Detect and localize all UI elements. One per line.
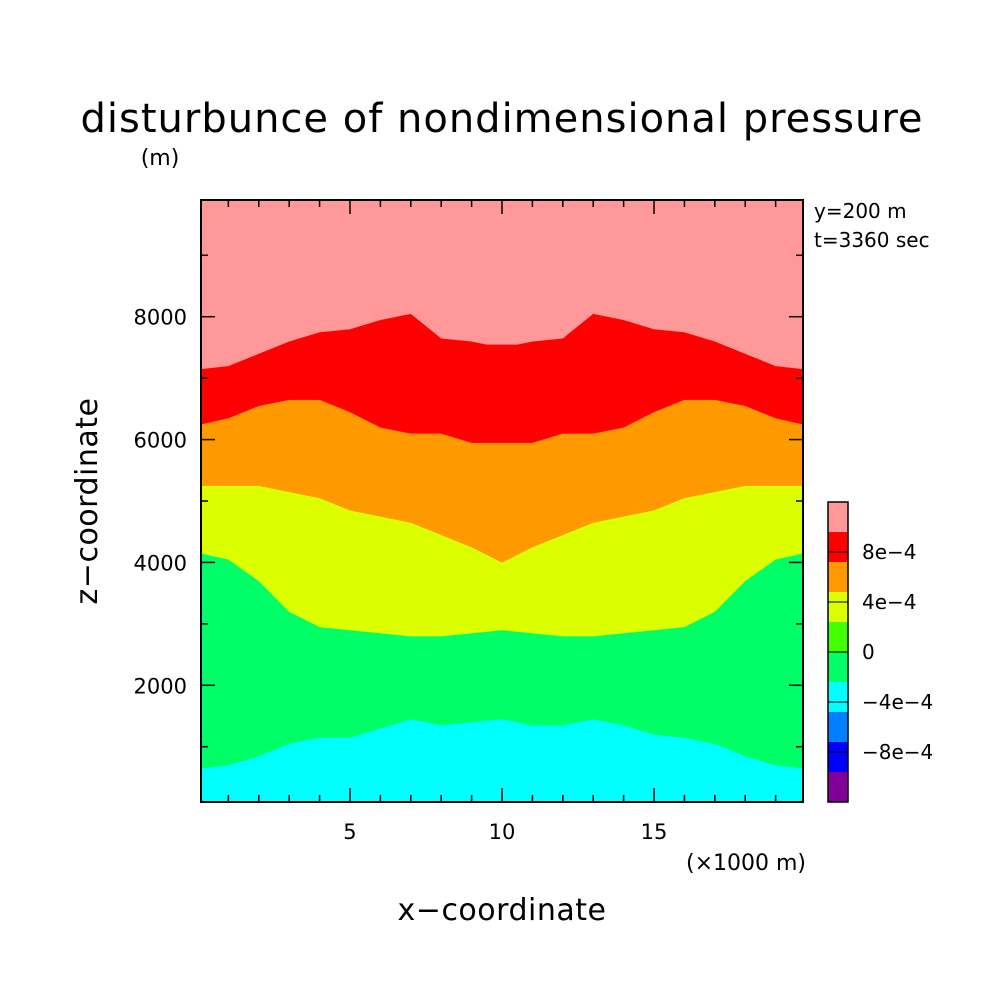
colorbar-cell-5 (828, 622, 848, 652)
colorbar-label-0: 8e−4 (862, 540, 917, 564)
annotation-time: t=3360 sec (814, 228, 930, 252)
colorbar-cell-0 (828, 772, 848, 802)
contour-fills (200, 199, 804, 802)
colorbar: 8e−4 4e−4 0 −4e−4 −8e−4 (827, 501, 933, 803)
y-axis-label: z−coordinate (70, 398, 105, 605)
x-tick-label-10: 10 (489, 820, 516, 844)
y-tick-label-8000: 8000 (134, 306, 187, 330)
band-above-0.0008 (200, 199, 804, 305)
y-tick-label-4000: 4000 (134, 551, 187, 575)
axis-ticks: 5 10 15 2000 4000 6000 8000 (134, 200, 803, 844)
colorbar-label-1: 4e−4 (862, 590, 917, 614)
x-unit-label: (×1000 m) (686, 851, 806, 876)
colorbar-cell-8 (828, 532, 848, 562)
colorbar-cell-2 (828, 712, 848, 742)
x-tick-label-5: 5 (343, 820, 356, 844)
band-above-0.0006 (200, 199, 804, 370)
colorbar-cell-9 (828, 502, 848, 532)
colorbar-label-3: −4e−4 (862, 690, 933, 714)
colorbar-cell-4 (828, 652, 848, 682)
chart-title: disturbunce of nondimensional pressure (81, 96, 924, 142)
colorbar-label-4: −8e−4 (862, 740, 933, 764)
x-tick-label-15: 15 (641, 820, 668, 844)
colorbar-cell-7 (828, 562, 848, 592)
x-axis-label: x−coordinate (398, 893, 607, 928)
colorbar-cell-1 (828, 742, 848, 772)
y-unit-label: (m) (141, 146, 180, 171)
annotation-y-position: y=200 m (814, 199, 907, 223)
colorbar-label-2: 0 (862, 640, 875, 664)
y-tick-label-2000: 2000 (134, 674, 187, 698)
colorbar-cell-6 (828, 592, 848, 622)
colorbar-cell-3 (828, 682, 848, 712)
y-tick-label-6000: 6000 (134, 429, 187, 453)
